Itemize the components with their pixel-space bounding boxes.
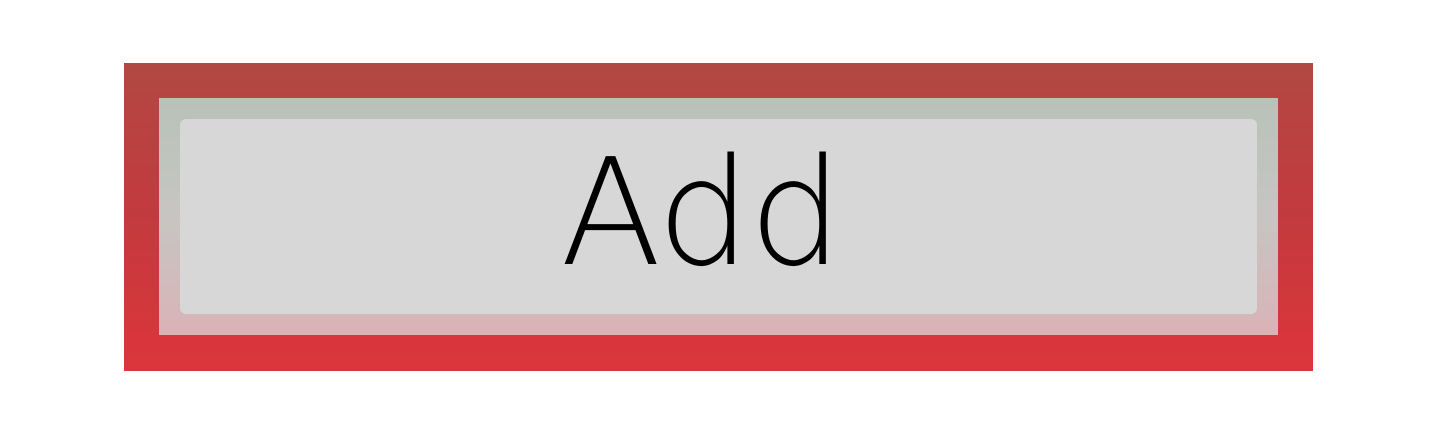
button-bevel-border: Add	[159, 98, 1278, 335]
add-button[interactable]: Add	[180, 119, 1257, 314]
focus-highlight-frame: Add	[124, 63, 1313, 371]
add-button-label: Add	[560, 126, 843, 299]
